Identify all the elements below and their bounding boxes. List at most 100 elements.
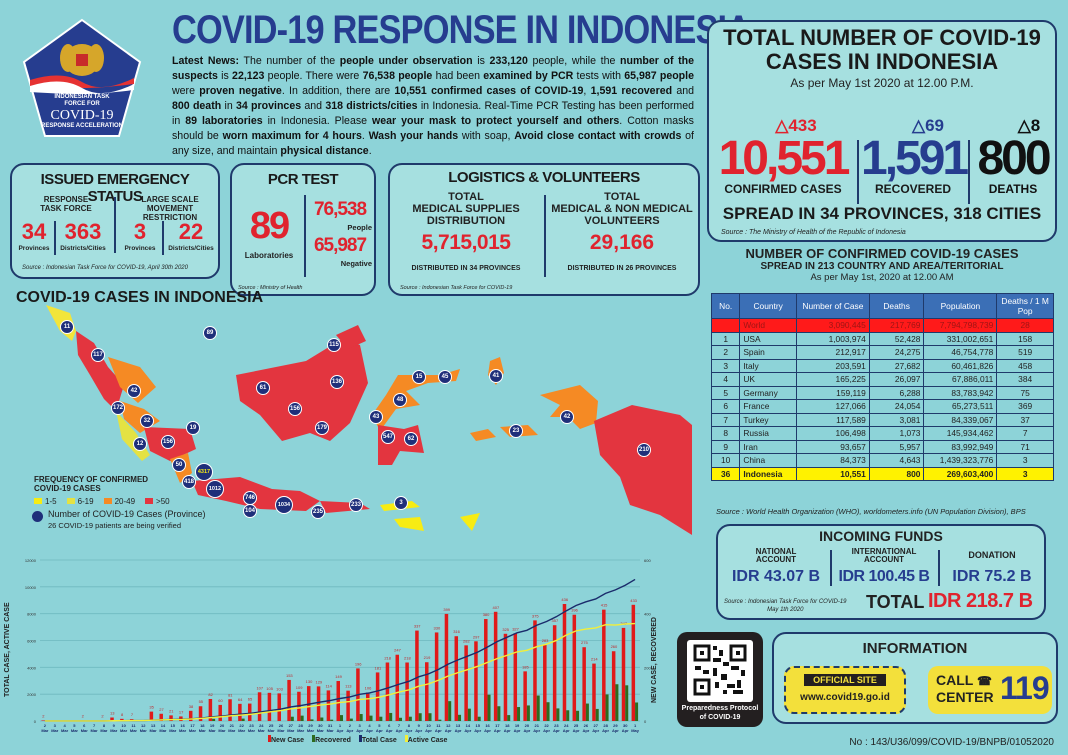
svg-text:27: 27 [289,723,294,728]
svg-text:Apr: Apr [592,728,599,733]
svg-text:16: 16 [485,723,490,728]
cell-deaths: 27,682 [868,358,925,373]
info-title: INFORMATION [862,640,968,657]
svg-text:Apr: Apr [622,728,629,733]
qr-caption: Preparedness Protocol of COVID-19 [681,705,759,721]
official-site-link[interactable]: OFFICIAL SITE www.covid19.go.id [784,666,906,714]
svg-text:17: 17 [495,723,500,728]
svg-text:16: 16 [180,723,185,728]
map-title: COVID-19 CASES IN INDONESIA [16,289,264,306]
province-marker: 3 [394,496,408,510]
svg-text:Apr: Apr [376,728,383,733]
cell-cases: 159,119 [795,385,870,400]
call-label: CALL [936,672,974,688]
emergency-status-panel: ISSUED EMERGENCY STATUS RESPONSE TASK FO… [10,163,220,279]
news-text: were [172,85,200,97]
news-text: tests with [573,70,625,82]
svg-text:Apr: Apr [533,728,540,733]
news-text: The number of the [239,55,340,67]
svg-text:24: 24 [564,723,569,728]
svg-text:Apr: Apr [386,728,393,733]
logo-line-2: FORCE FOR [64,101,100,107]
news-text: 89 laboratories [185,115,263,127]
response-task-force: RESPONSE TASK FORCE [26,195,106,213]
svg-text:14: 14 [161,723,166,728]
svg-text:196: 196 [355,661,362,666]
cell-no: 10 [710,453,741,468]
cell-cases: 212,917 [795,345,870,360]
svg-text:Apr: Apr [514,728,521,733]
labs-value: 89 [249,205,290,247]
label-line: INTERNATIONAL [851,547,917,556]
province-marker: 61 [256,381,270,395]
col-deaths: Deaths [868,293,925,319]
pcr-people-label: People [347,223,372,232]
cell-country: France [739,399,797,414]
cell-deaths: 24,275 [868,345,925,360]
cell-cases: 1,003,974 [795,331,870,346]
cell-cases: 106,498 [795,426,870,441]
cell-deaths: 217,769 [868,318,925,333]
svg-text:0: 0 [34,719,37,724]
heading: VOLUNTEERS [584,215,660,227]
qr-code-card[interactable]: Preparedness Protocol of COVID-19 [677,632,763,727]
increase-arrow-icon: △ [912,116,926,135]
emergency-source: Source : Indonesian Task Force for COVID… [22,265,188,271]
svg-text:22: 22 [544,723,549,728]
svg-text:9: 9 [418,723,421,728]
heading: MEDICAL SUPPLIES [412,203,520,215]
svg-text:380: 380 [483,612,490,617]
svg-text:30: 30 [318,723,323,728]
cell-pop: 331,002,651 [923,331,998,346]
svg-text:Mar: Mar [297,728,305,733]
logistics-source: Source : Indonesian Task Force for COVID… [400,285,513,291]
province-marker: 32 [140,414,154,428]
cell-no: 1 [710,331,741,346]
cell-pop: 7,794,798,739 [923,318,998,333]
table-row: 3 Italy 203,591 27,682 60,461,826 458 [710,358,1054,373]
total-as-per: As per May 1st 2020 at 12.00 P.M. [790,76,974,90]
cell-country: Italy [739,358,797,373]
legend-label: >50 [156,497,170,506]
svg-text:7: 7 [398,723,401,728]
province-marker: 12 [133,437,147,451]
divider [114,197,116,253]
svg-text:3: 3 [359,723,362,728]
cell-dpm: 458 [996,358,1054,373]
svg-text:6: 6 [83,723,86,728]
svg-text:13: 13 [456,723,461,728]
svg-text:Mar: Mar [110,728,118,733]
svg-text:27: 27 [594,723,599,728]
svg-text:Mar: Mar [258,728,266,733]
table-row: 5 Germany 159,119 6,288 83,783,942 75 [710,385,1054,400]
movement-restriction: LARGE SCALE MOVEMENT RESTRICTION [120,195,220,222]
cell-cases: 203,591 [795,358,870,373]
news-text: and [672,85,695,97]
deaths-increase: 8 [1030,116,1041,135]
svg-text:8: 8 [408,723,411,728]
cell-dpm: 519 [996,345,1054,360]
news-text: worn maximum for 4 hours [222,130,362,142]
volunteers-note: DISTRIBUTED IN 26 PROVINCES [567,265,677,272]
svg-text:38: 38 [189,704,194,709]
latest-news: Latest News: The number of the people un… [172,54,694,159]
recovered-label: RECOVERED [874,182,951,196]
news-text: is [472,55,490,67]
svg-text:400: 400 [644,612,651,617]
call-center-button[interactable]: CALL ☎ CENTER 119 [928,666,1052,714]
cell-no: 3 [710,358,741,373]
svg-text:2: 2 [44,723,47,728]
province-marker: 19 [186,421,200,435]
svg-text:327: 327 [512,626,519,631]
cell-pop: 84,339,067 [923,412,998,427]
cell-dpm: 3 [996,453,1054,468]
svg-text:415: 415 [601,603,608,608]
svg-text:29: 29 [613,723,618,728]
svg-text:Apr: Apr [582,728,589,733]
pcr-test-panel: PCR TEST 89 Laboratories 76,538 People 6… [230,163,376,296]
svg-text:23: 23 [249,723,254,728]
svg-text:Apr: Apr [396,728,403,733]
province-marker: 42 [127,384,141,398]
svg-text:35: 35 [149,705,154,710]
center-label: CENTER [936,689,994,705]
